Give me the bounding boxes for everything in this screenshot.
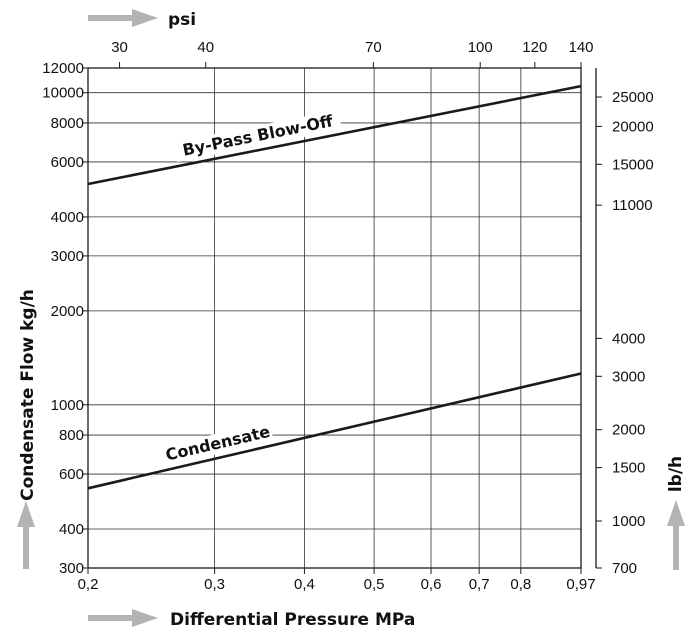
x-axis-title: Differential Pressure MPa xyxy=(170,610,415,630)
y-tick-label: 300 xyxy=(59,560,84,577)
grid-lines xyxy=(87,67,582,569)
arrow-right-icon xyxy=(88,9,158,27)
y-tick-label: 800 xyxy=(59,427,84,444)
series-line xyxy=(87,84,582,186)
y-right-tick-label: 3000 xyxy=(612,368,645,385)
x-tick-label: 0,8 xyxy=(510,576,531,593)
arrow-right-icon xyxy=(88,609,158,627)
y-tick-label: 12000 xyxy=(42,60,84,77)
series-label: By-Pass Blow-Off xyxy=(181,111,335,160)
y-axis-title: Condensate Flow kg/h xyxy=(18,289,38,501)
x-tick-label: 0,7 xyxy=(469,576,490,593)
x-tick-label: 0,3 xyxy=(204,576,225,593)
x-top-tick-label: 40 xyxy=(197,39,214,56)
y-tick-label: 8000 xyxy=(51,115,84,132)
y-right-tick-label: 1500 xyxy=(612,460,645,477)
plot-frame xyxy=(87,67,582,569)
y-tick-label: 1000 xyxy=(51,397,84,414)
x-top-tick-label: 70 xyxy=(365,39,382,56)
arrow-up-icon xyxy=(17,501,35,569)
y-tick-label: 400 xyxy=(59,521,84,538)
x-tick-label: 0,2 xyxy=(78,576,99,593)
x-top-axis-title: psi xyxy=(168,10,196,30)
y-tick-label: 600 xyxy=(59,466,84,483)
y-tick-label: 2000 xyxy=(51,303,84,320)
x-tick-label: 0,97 xyxy=(566,576,595,593)
x-tick-label: 0,6 xyxy=(421,576,442,593)
x-top-tick-label: 140 xyxy=(568,39,593,56)
tick-labels: 0,2 0,3 0,4 0,5 0,6 0,7 0,8 0,97 30 40 70 100 120 140… xyxy=(42,39,653,593)
y-tick-label: 6000 xyxy=(51,154,84,171)
x-tick-label: 0,5 xyxy=(364,576,385,593)
y-right-axis-title: lb/h xyxy=(666,456,686,492)
y-right-tick-label: 20000 xyxy=(612,118,654,135)
y-tick-label: 10000 xyxy=(42,85,84,102)
y-right-tick-label: 1000 xyxy=(612,513,645,530)
y-right-tick-label: 11000 xyxy=(612,197,653,214)
y-tick-label: 3000 xyxy=(51,248,84,265)
x-tick-label: 0,4 xyxy=(294,576,315,593)
x-top-tick-label: 120 xyxy=(522,39,547,56)
series-label-background xyxy=(173,109,342,163)
arrow-up-icon xyxy=(667,500,685,570)
series-label-background xyxy=(162,421,274,466)
series-lines xyxy=(87,84,582,490)
series-label-group: By-Pass Blow-Off xyxy=(173,109,342,163)
tick-marks xyxy=(82,62,602,574)
y-right-tick-label: 2000 xyxy=(612,422,645,439)
x-top-tick-label: 100 xyxy=(468,39,493,56)
x-top-tick-label: 30 xyxy=(111,39,128,56)
y-right-tick-label: 700 xyxy=(612,560,637,577)
series-line xyxy=(87,372,582,490)
y-right-tick-label: 15000 xyxy=(612,156,654,173)
y-tick-label: 4000 xyxy=(51,209,84,226)
y-right-tick-label: 25000 xyxy=(612,89,654,106)
y-right-tick-label: 4000 xyxy=(612,330,645,347)
